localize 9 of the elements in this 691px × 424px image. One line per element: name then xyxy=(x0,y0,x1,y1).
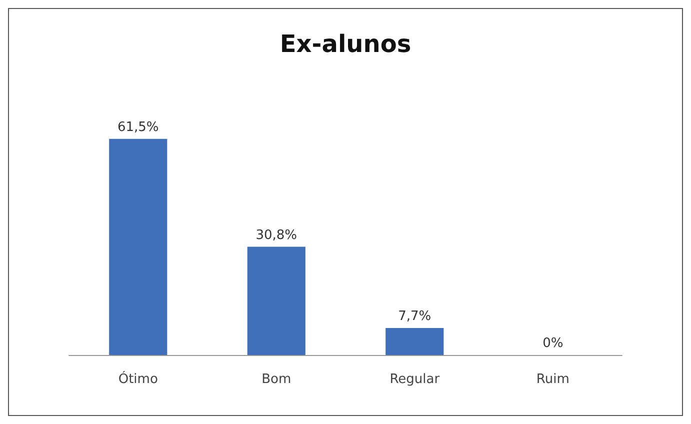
x-tick-label: Ótimo xyxy=(118,370,158,387)
x-tick-label: Ruim xyxy=(536,372,570,387)
x-tick-label: Regular xyxy=(390,372,440,387)
data-label: 0% xyxy=(542,336,564,351)
data-label: 30,8% xyxy=(256,228,298,243)
data-label: 7,7% xyxy=(398,308,432,324)
data-label: 61,5% xyxy=(117,120,159,135)
x-tick-label: Bom xyxy=(262,372,292,387)
chart-title: Ex-alunos xyxy=(280,30,412,58)
